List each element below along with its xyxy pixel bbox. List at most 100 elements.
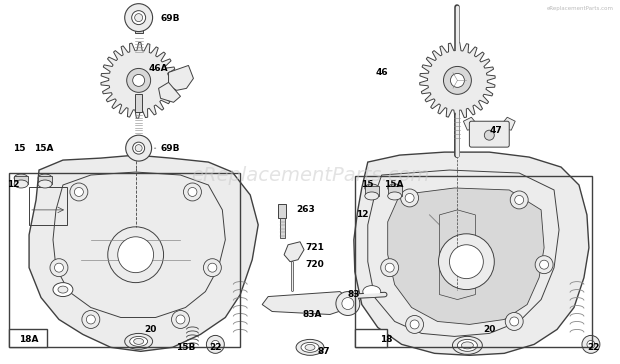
- Circle shape: [118, 237, 154, 273]
- Circle shape: [135, 145, 142, 152]
- Circle shape: [131, 11, 146, 25]
- Text: 721: 721: [305, 243, 324, 252]
- Circle shape: [82, 310, 100, 328]
- Text: 46A: 46A: [149, 64, 168, 73]
- Circle shape: [126, 135, 152, 161]
- Bar: [38, 176, 52, 184]
- Circle shape: [405, 316, 423, 333]
- Text: 15: 15: [361, 181, 374, 190]
- Circle shape: [55, 263, 63, 272]
- Ellipse shape: [14, 174, 28, 182]
- Text: 12: 12: [355, 210, 368, 219]
- Ellipse shape: [296, 339, 324, 355]
- Circle shape: [86, 315, 95, 324]
- Text: 15A: 15A: [34, 144, 54, 153]
- Circle shape: [381, 259, 399, 277]
- Text: eReplacementParts.com: eReplacementParts.com: [547, 6, 614, 11]
- Ellipse shape: [365, 192, 379, 200]
- Polygon shape: [159, 82, 180, 102]
- Polygon shape: [29, 155, 258, 351]
- Circle shape: [539, 260, 549, 269]
- Polygon shape: [440, 210, 476, 300]
- Circle shape: [535, 256, 553, 274]
- FancyBboxPatch shape: [9, 329, 47, 347]
- Circle shape: [401, 189, 419, 207]
- Polygon shape: [420, 43, 495, 118]
- Text: 22: 22: [588, 343, 600, 352]
- Text: 69B: 69B: [161, 14, 180, 23]
- Circle shape: [176, 315, 185, 324]
- Circle shape: [126, 68, 151, 92]
- Circle shape: [188, 187, 197, 197]
- Circle shape: [510, 317, 519, 326]
- Polygon shape: [388, 188, 544, 324]
- Text: 720: 720: [305, 260, 324, 269]
- Ellipse shape: [58, 286, 68, 293]
- Ellipse shape: [53, 282, 73, 297]
- Ellipse shape: [14, 180, 28, 188]
- Text: 18: 18: [379, 335, 392, 344]
- Polygon shape: [262, 292, 350, 314]
- FancyBboxPatch shape: [469, 121, 509, 147]
- Ellipse shape: [388, 192, 402, 200]
- Text: 47: 47: [489, 126, 502, 135]
- Circle shape: [451, 74, 464, 87]
- Circle shape: [484, 130, 494, 140]
- Ellipse shape: [458, 339, 477, 351]
- Text: 83A: 83A: [302, 310, 322, 319]
- Ellipse shape: [125, 333, 153, 349]
- Polygon shape: [101, 43, 177, 118]
- Circle shape: [70, 183, 88, 201]
- Circle shape: [336, 292, 360, 316]
- Circle shape: [450, 245, 484, 278]
- Ellipse shape: [388, 184, 402, 192]
- Polygon shape: [284, 242, 304, 262]
- Text: 87: 87: [318, 347, 330, 356]
- Circle shape: [385, 263, 394, 272]
- Circle shape: [203, 259, 221, 277]
- Polygon shape: [354, 152, 589, 355]
- Bar: [14, 176, 28, 184]
- Bar: [280, 218, 285, 238]
- Circle shape: [211, 340, 219, 348]
- Ellipse shape: [363, 286, 381, 297]
- Circle shape: [50, 259, 68, 277]
- Ellipse shape: [305, 344, 315, 351]
- Bar: [365, 186, 379, 196]
- Ellipse shape: [134, 339, 144, 344]
- Bar: [278, 204, 286, 218]
- Text: 12: 12: [7, 181, 19, 190]
- Circle shape: [184, 183, 202, 201]
- Text: 83: 83: [348, 290, 360, 299]
- Circle shape: [133, 142, 144, 154]
- Bar: [29, 187, 67, 225]
- Circle shape: [410, 320, 419, 329]
- Text: 20: 20: [144, 325, 157, 334]
- Polygon shape: [499, 117, 515, 130]
- Text: 22: 22: [209, 343, 221, 352]
- Circle shape: [208, 263, 217, 272]
- Ellipse shape: [38, 174, 52, 182]
- Circle shape: [206, 335, 224, 353]
- Circle shape: [74, 187, 83, 197]
- Polygon shape: [463, 117, 479, 130]
- Ellipse shape: [301, 343, 319, 352]
- Text: 20: 20: [483, 325, 495, 334]
- Circle shape: [108, 227, 164, 282]
- Circle shape: [443, 67, 471, 94]
- Polygon shape: [169, 66, 193, 90]
- Text: 46: 46: [375, 68, 388, 77]
- Ellipse shape: [38, 180, 52, 188]
- Text: 15: 15: [13, 144, 25, 153]
- Text: 15B: 15B: [176, 343, 195, 352]
- FancyBboxPatch shape: [135, 94, 142, 112]
- Bar: [9, 173, 241, 347]
- Circle shape: [172, 310, 190, 328]
- Circle shape: [342, 297, 354, 309]
- Text: 15A: 15A: [384, 181, 404, 190]
- Circle shape: [135, 13, 143, 21]
- Circle shape: [505, 313, 523, 331]
- Bar: [355, 176, 592, 347]
- Text: 18A: 18A: [19, 335, 38, 344]
- Circle shape: [125, 4, 153, 32]
